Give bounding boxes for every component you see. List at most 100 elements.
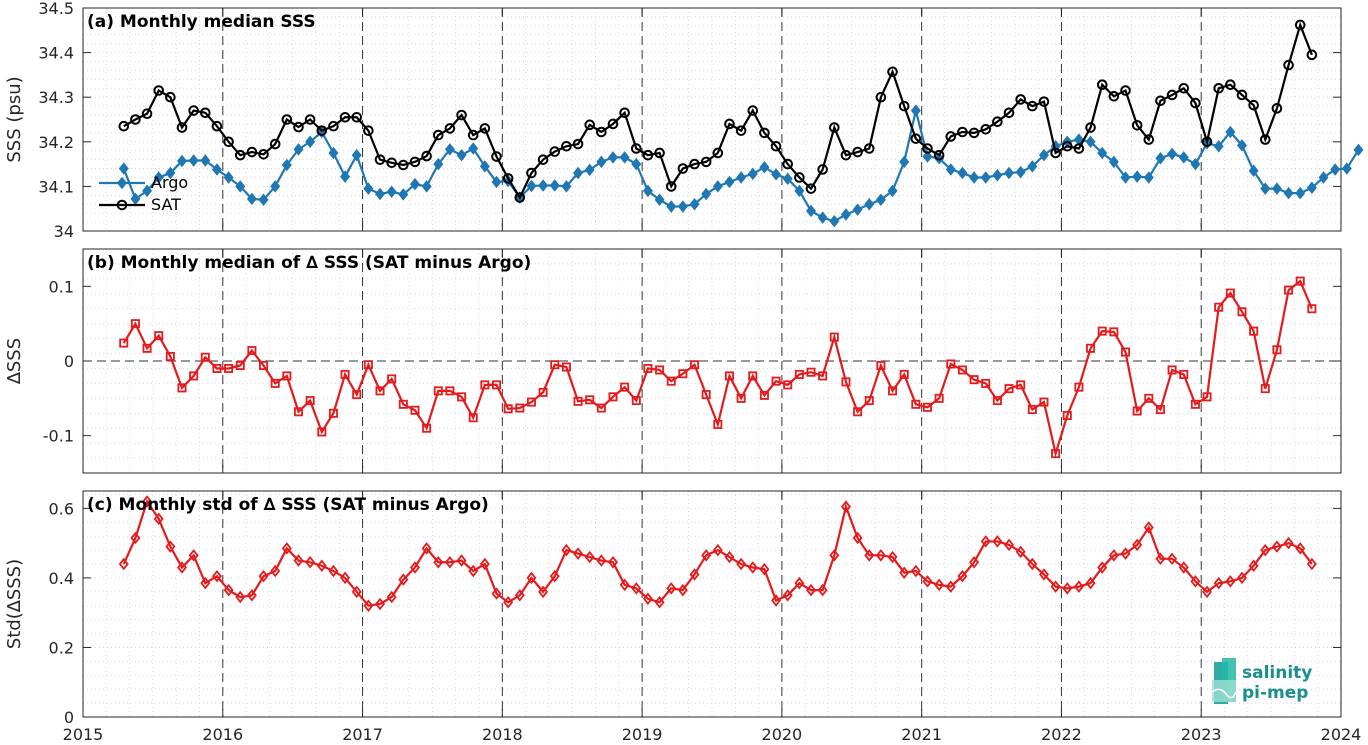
data-point xyxy=(386,590,397,604)
data-point xyxy=(223,136,234,148)
data-point xyxy=(934,393,944,403)
data-point xyxy=(724,371,734,381)
data-point xyxy=(1073,580,1084,593)
data-point xyxy=(596,155,607,169)
data-point xyxy=(701,390,711,400)
data-point xyxy=(130,192,141,206)
data-point xyxy=(1085,576,1096,590)
data-point xyxy=(1051,449,1061,459)
data-point xyxy=(665,181,677,192)
x-tick-label: 2023 xyxy=(1181,725,1222,744)
data-point xyxy=(561,362,571,372)
data-point xyxy=(503,596,514,609)
data-point xyxy=(748,371,758,381)
data-point xyxy=(293,143,304,156)
data-point xyxy=(363,599,374,612)
data-point xyxy=(1015,545,1026,559)
data-point xyxy=(352,390,362,400)
data-point xyxy=(806,367,816,377)
data-point xyxy=(911,399,921,409)
legend-entry: SAT xyxy=(151,195,181,214)
data-point xyxy=(992,169,1003,182)
data-point xyxy=(759,160,770,174)
data-point xyxy=(468,142,479,155)
series-delta-c xyxy=(118,495,1317,612)
data-point xyxy=(398,159,409,171)
data-point xyxy=(1027,160,1038,173)
data-point xyxy=(654,147,665,159)
data-point xyxy=(1132,538,1143,552)
data-point xyxy=(282,371,292,381)
data-point xyxy=(888,386,898,396)
data-point xyxy=(759,390,769,400)
y-tick-label: 0 xyxy=(64,708,74,727)
y-tick-label: 0.4 xyxy=(49,569,74,588)
data-point xyxy=(1259,134,1271,145)
data-point xyxy=(188,154,199,167)
data-point xyxy=(666,376,676,386)
data-point xyxy=(934,152,945,165)
data-point xyxy=(736,171,747,184)
data-point xyxy=(433,157,444,171)
data-point xyxy=(853,407,863,417)
data-point xyxy=(1178,151,1189,164)
data-point xyxy=(526,571,537,585)
data-point xyxy=(1190,157,1201,171)
data-point xyxy=(817,583,828,597)
y-tick-label: 34.1 xyxy=(38,177,74,196)
data-point xyxy=(1108,91,1120,102)
data-point xyxy=(642,184,653,198)
panel-title: (a) Monthly median SSS xyxy=(87,12,316,32)
data-point xyxy=(712,543,723,557)
data-point xyxy=(957,365,967,375)
series-line xyxy=(123,21,1313,200)
data-point xyxy=(573,166,584,180)
data-point xyxy=(1085,122,1096,133)
data-point xyxy=(1190,97,1201,109)
data-point xyxy=(537,154,549,165)
data-point xyxy=(1074,382,1084,392)
data-point xyxy=(1120,85,1131,96)
data-point xyxy=(700,156,712,168)
data-point xyxy=(1213,576,1224,590)
data-point xyxy=(1050,580,1061,593)
data-point xyxy=(235,180,246,193)
data-point xyxy=(374,154,386,165)
data-point xyxy=(922,150,933,163)
logo-text-line1: salinity xyxy=(1242,663,1312,683)
legend-marker xyxy=(117,176,127,190)
data-point xyxy=(561,543,572,557)
data-point xyxy=(817,164,828,175)
data-point xyxy=(794,184,805,198)
data-point xyxy=(316,125,328,136)
data-point xyxy=(829,122,840,133)
data-point xyxy=(304,114,316,125)
y-tick-label: 34.3 xyxy=(38,88,74,107)
data-point xyxy=(1120,171,1131,184)
data-point xyxy=(1202,392,1212,402)
data-point xyxy=(805,183,817,194)
data-point xyxy=(130,114,141,125)
data-point xyxy=(875,193,886,207)
data-point xyxy=(351,148,362,162)
data-point xyxy=(1132,170,1143,183)
data-point xyxy=(258,148,269,160)
data-point xyxy=(526,167,537,179)
data-point xyxy=(643,363,653,373)
data-point xyxy=(1027,557,1038,571)
data-point xyxy=(1015,165,1026,179)
data-point xyxy=(224,363,234,373)
data-point xyxy=(211,569,222,583)
data-point xyxy=(655,365,665,375)
data-point xyxy=(1062,582,1073,595)
data-point xyxy=(118,557,129,571)
data-point xyxy=(968,127,980,139)
data-point xyxy=(154,331,164,341)
data-point xyxy=(456,148,467,162)
data-point xyxy=(153,171,164,184)
data-point xyxy=(957,569,968,583)
data-point xyxy=(689,568,700,581)
data-point xyxy=(1004,538,1015,552)
data-point xyxy=(503,404,513,414)
data-point xyxy=(992,535,1003,548)
